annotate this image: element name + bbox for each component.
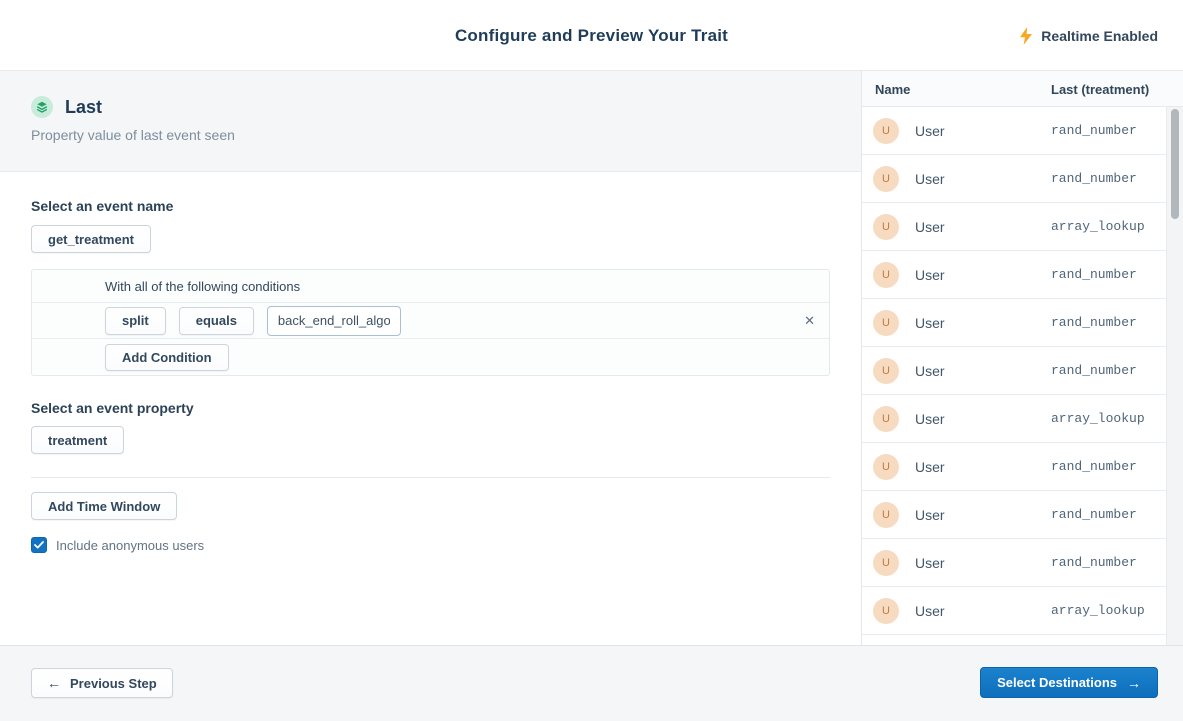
avatar: U xyxy=(873,597,899,624)
close-icon[interactable]: ✕ xyxy=(804,313,815,328)
user-name: User xyxy=(915,170,945,187)
realtime-status: Realtime Enabled xyxy=(1019,0,1158,71)
preview-table-header: Name Last (treatment) xyxy=(862,71,1183,107)
add-time-window-button[interactable]: Add Time Window xyxy=(31,492,178,520)
condition-row: split equals ✕ xyxy=(32,303,829,339)
trait-value: rand_number xyxy=(1051,315,1137,330)
anonymous-users-label[interactable]: Include anonymous users xyxy=(56,537,205,553)
user-name: User xyxy=(915,122,945,139)
avatar: U xyxy=(873,501,899,528)
event-property-label: Select an event property xyxy=(31,400,194,416)
user-name: User xyxy=(915,314,945,331)
trait-value: rand_number xyxy=(1051,555,1137,570)
trait-config-panel: Last Property value of last event seen S… xyxy=(0,71,862,645)
table-row: U User rand_number xyxy=(862,347,1166,395)
table-row: U User rand_number xyxy=(862,299,1166,347)
layers-icon xyxy=(31,96,53,118)
anonymous-users-checkbox[interactable] xyxy=(31,537,47,553)
user-name: User xyxy=(915,602,945,619)
condition-value-input[interactable] xyxy=(266,305,401,336)
avatar: U xyxy=(873,309,899,336)
arrow-right-icon: → xyxy=(1127,674,1141,691)
add-condition-button[interactable]: Add Condition xyxy=(105,343,229,371)
table-row: U User rand_number xyxy=(862,491,1166,539)
table-row: U User array_lookup xyxy=(862,395,1166,443)
arrow-left-icon: ← xyxy=(47,675,61,691)
add-condition-row: Add Condition xyxy=(32,339,829,375)
table-row: U User rand_number xyxy=(862,443,1166,491)
preview-table-rows: U User rand_number U User rand_number U … xyxy=(862,107,1167,645)
user-name: User xyxy=(915,506,945,523)
conditions-header-row: With all of the following conditions xyxy=(32,270,829,303)
trait-name: Last xyxy=(65,96,103,117)
preview-panel: Name Last (treatment) U User rand_number… xyxy=(862,71,1183,645)
conditions-box: With all of the following conditions spl… xyxy=(31,269,830,376)
trait-value: rand_number xyxy=(1051,363,1137,378)
select-destinations-button[interactable]: Select Destinations → xyxy=(980,667,1158,698)
table-row: U User rand_number xyxy=(862,539,1166,587)
user-name: User xyxy=(915,218,945,235)
user-name: User xyxy=(915,554,945,571)
avatar: U xyxy=(873,453,899,480)
table-row: U User rand_number xyxy=(862,251,1166,299)
anonymous-users-row: Include anonymous users xyxy=(31,537,830,553)
select-destinations-label: Select Destinations xyxy=(997,675,1117,690)
trait-header: Last Property value of last event seen xyxy=(0,71,861,172)
avatar: U xyxy=(873,549,899,576)
lightning-icon xyxy=(1019,26,1033,45)
table-row: U User rand_number xyxy=(862,107,1166,155)
trait-value: rand_number xyxy=(1051,507,1137,522)
event-name-label: Select an event name xyxy=(31,198,174,214)
avatar: U xyxy=(873,261,899,288)
column-header-name: Name xyxy=(875,81,911,97)
condition-property-button[interactable]: split xyxy=(105,306,166,335)
trait-value: array_lookup xyxy=(1051,603,1145,618)
realtime-status-label: Realtime Enabled xyxy=(1041,27,1158,44)
avatar: U xyxy=(873,117,899,144)
condition-operator-button[interactable]: equals xyxy=(178,306,254,335)
table-row: U User array_lookup xyxy=(862,587,1166,635)
avatar: U xyxy=(873,357,899,384)
trait-description: Property value of last event seen xyxy=(31,127,235,143)
avatar: U xyxy=(873,405,899,432)
avatar: U xyxy=(873,213,899,240)
user-name: User xyxy=(915,362,945,379)
trait-value: rand_number xyxy=(1051,123,1137,138)
trait-value: rand_number xyxy=(1051,459,1137,474)
page-header: Configure and Preview Your Trait Realtim… xyxy=(0,0,1183,71)
page-title: Configure and Preview Your Trait xyxy=(454,25,729,45)
wizard-footer: ← Previous Step Select Destinations → xyxy=(0,645,1183,721)
trait-config-content: Select an event name get_treatment With … xyxy=(0,198,861,553)
scrollbar-thumb[interactable] xyxy=(1171,109,1179,219)
previous-step-button[interactable]: ← Previous Step xyxy=(31,668,173,698)
table-scrollbar xyxy=(1167,107,1183,645)
checkmark-icon xyxy=(34,541,44,549)
conditions-header-label: With all of the following conditions xyxy=(105,278,301,294)
event-name-button[interactable]: get_treatment xyxy=(31,225,151,253)
avatar: U xyxy=(873,165,899,192)
trait-value: rand_number xyxy=(1051,267,1137,282)
section-divider xyxy=(31,477,830,478)
user-name: User xyxy=(915,458,945,475)
trait-value: array_lookup xyxy=(1051,411,1145,426)
table-row: U User array_lookup xyxy=(862,203,1166,251)
trait-value: array_lookup xyxy=(1051,219,1145,234)
table-row: U User rand_number xyxy=(862,155,1166,203)
trait-value: rand_number xyxy=(1051,171,1137,186)
event-property-button[interactable]: treatment xyxy=(31,426,125,454)
user-name: User xyxy=(915,266,945,283)
user-name: User xyxy=(915,410,945,427)
previous-step-label: Previous Step xyxy=(70,675,157,691)
column-header-last-treatment: Last (treatment) xyxy=(1051,81,1150,97)
